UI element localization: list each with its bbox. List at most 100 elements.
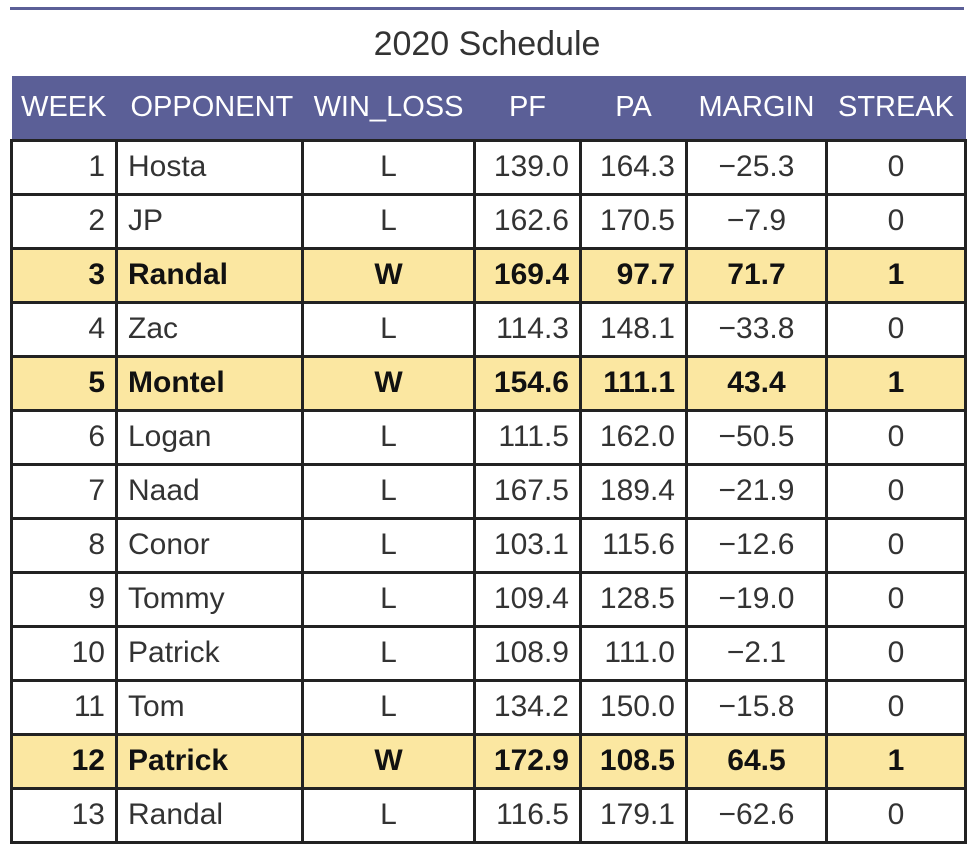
pf-cell: 139.0 xyxy=(473,138,582,196)
opponent-cell: Tommy xyxy=(115,572,304,628)
win-loss-cell: L xyxy=(301,680,476,736)
pf-cell: 116.5 xyxy=(473,788,582,844)
pa-cell: 164.3 xyxy=(579,138,688,196)
opponent-cell: Zac xyxy=(115,302,304,358)
margin-cell: −19.0 xyxy=(685,572,828,628)
pa-cell: 108.5 xyxy=(579,734,688,790)
streak-cell: 0 xyxy=(825,680,967,736)
week-cell: 12 xyxy=(10,734,118,790)
win-loss-cell: W xyxy=(301,356,476,412)
pa-cell: 150.0 xyxy=(579,680,688,736)
week-cell: 4 xyxy=(10,302,118,358)
pf-cell: 108.9 xyxy=(473,626,582,682)
margin-cell: −21.9 xyxy=(685,464,828,520)
pf-cell: 172.9 xyxy=(473,734,582,790)
pf-cell: 169.4 xyxy=(473,248,582,304)
opponent-cell: Conor xyxy=(115,518,304,574)
margin-cell: −25.3 xyxy=(685,138,828,196)
opponent-cell: Randal xyxy=(115,788,304,844)
week-cell: 2 xyxy=(10,194,118,250)
margin-cell: −2.1 xyxy=(685,626,828,682)
pa-cell: 111.0 xyxy=(579,626,688,682)
streak-cell: 0 xyxy=(825,302,967,358)
pa-cell: 128.5 xyxy=(579,572,688,628)
table-row: 6 Logan L 111.5 162.0 −50.5 0 xyxy=(10,410,967,466)
streak-cell: 0 xyxy=(825,572,967,628)
win-loss-cell: L xyxy=(301,788,476,844)
streak-cell: 1 xyxy=(825,248,967,304)
streak-cell: 0 xyxy=(825,194,967,250)
table-row: 8 Conor L 103.1 115.6 −12.6 0 xyxy=(10,518,967,574)
column-header-win-loss: WIN_LOSS xyxy=(313,90,464,123)
opponent-cell: Montel xyxy=(115,356,304,412)
pf-cell: 154.6 xyxy=(473,356,582,412)
pf-cell: 167.5 xyxy=(473,464,582,520)
opponent-cell: JP xyxy=(115,194,304,250)
win-loss-cell: L xyxy=(301,138,476,196)
week-cell: 3 xyxy=(10,248,118,304)
win-loss-cell: W xyxy=(301,248,476,304)
week-cell: 1 xyxy=(10,138,118,196)
table-row: 4 Zac L 114.3 148.1 −33.8 0 xyxy=(10,302,967,358)
win-loss-cell: L xyxy=(301,194,476,250)
table-row: 3 Randal W 169.4 97.7 71.7 1 xyxy=(10,248,967,304)
column-header-pa: PA xyxy=(615,90,652,123)
margin-cell: 71.7 xyxy=(685,248,828,304)
streak-cell: 0 xyxy=(825,518,967,574)
table-row: 2 JP L 162.6 170.5 −7.9 0 xyxy=(10,194,967,250)
table-row: 11 Tom L 134.2 150.0 −15.8 0 xyxy=(10,680,967,736)
column-header-pf: PF xyxy=(508,90,547,123)
streak-cell: 0 xyxy=(825,626,967,682)
pa-cell: 97.7 xyxy=(579,248,688,304)
pf-cell: 111.5 xyxy=(473,410,582,466)
opponent-cell: Patrick xyxy=(115,734,304,790)
win-loss-cell: L xyxy=(301,626,476,682)
column-header-week: WEEK xyxy=(21,90,107,123)
opponent-cell: Naad xyxy=(115,464,304,520)
week-cell: 5 xyxy=(10,356,118,412)
pf-cell: 134.2 xyxy=(473,680,582,736)
table-body: 1 Hosta L 139.0 164.3 −25.3 0 2 JP L 162.6 170.5 −7.… xyxy=(10,138,967,844)
week-cell: 13 xyxy=(10,788,118,844)
margin-cell: −62.6 xyxy=(685,788,828,844)
streak-cell: 0 xyxy=(825,410,967,466)
pa-cell: 148.1 xyxy=(579,302,688,358)
streak-cell: 0 xyxy=(825,464,967,520)
win-loss-cell: L xyxy=(301,410,476,466)
pf-cell: 162.6 xyxy=(473,194,582,250)
week-cell: 11 xyxy=(10,680,118,736)
table-row: 7 Naad L 167.5 189.4 −21.9 0 xyxy=(10,464,967,520)
pa-cell: 179.1 xyxy=(579,788,688,844)
table-row: 1 Hosta L 139.0 164.3 −25.3 0 xyxy=(10,138,967,196)
schedule-table: WEEK OPPONENT WIN_LOSS PF PA MARGIN STRE… xyxy=(10,76,967,844)
week-cell: 6 xyxy=(10,410,118,466)
streak-cell: 1 xyxy=(825,356,967,412)
week-cell: 10 xyxy=(10,626,118,682)
margin-cell: −12.6 xyxy=(685,518,828,574)
top-rule xyxy=(10,7,964,10)
column-header-opponent: OPPONENT xyxy=(130,90,294,123)
streak-cell: 1 xyxy=(825,734,967,790)
streak-cell: 0 xyxy=(825,138,967,196)
table-row: 9 Tommy L 109.4 128.5 −19.0 0 xyxy=(10,572,967,628)
margin-cell: −50.5 xyxy=(685,410,828,466)
opponent-cell: Hosta xyxy=(115,138,304,196)
table-row: 5 Montel W 154.6 111.1 43.4 1 xyxy=(10,356,967,412)
table-row: 13 Randal L 116.5 179.1 −62.6 0 xyxy=(10,788,967,844)
win-loss-cell: L xyxy=(301,518,476,574)
margin-cell: −15.8 xyxy=(685,680,828,736)
opponent-cell: Logan xyxy=(115,410,304,466)
pf-cell: 114.3 xyxy=(473,302,582,358)
margin-cell: −33.8 xyxy=(685,302,828,358)
pa-cell: 162.0 xyxy=(579,410,688,466)
pa-cell: 111.1 xyxy=(579,356,688,412)
table-row: 12 Patrick W 172.9 108.5 64.5 1 xyxy=(10,734,967,790)
column-header-margin: MARGIN xyxy=(698,90,815,123)
win-loss-cell: L xyxy=(301,302,476,358)
column-header-streak: STREAK xyxy=(837,90,955,123)
week-cell: 9 xyxy=(10,572,118,628)
margin-cell: −7.9 xyxy=(685,194,828,250)
week-cell: 8 xyxy=(10,518,118,574)
margin-cell: 43.4 xyxy=(685,356,828,412)
pa-cell: 115.6 xyxy=(579,518,688,574)
